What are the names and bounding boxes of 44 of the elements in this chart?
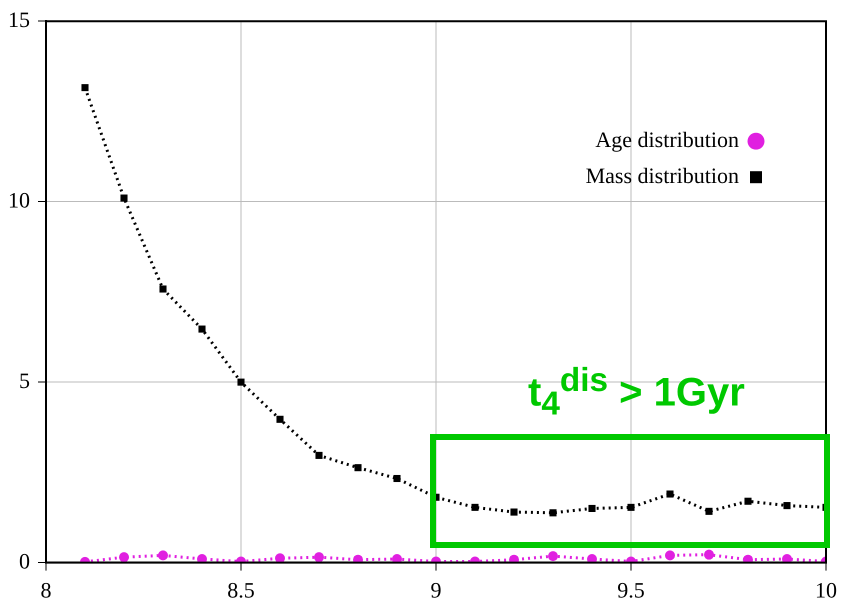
point [471,504,479,511]
x-tick-label: 8.5 [227,578,255,603]
point [81,84,89,92]
point [314,552,324,562]
point [158,550,168,560]
point [510,508,518,516]
point [705,508,713,515]
point [549,509,557,516]
y-tick-label: 0 [19,548,30,574]
point [393,474,401,482]
point [354,464,362,472]
annotation: t$_{4}$$^{dis}$ > 1Gyr [528,362,745,424]
x-tick-label: 8 [40,578,52,603]
point [548,551,558,562]
point [197,554,207,563]
point [783,502,791,510]
point [275,553,285,563]
point [666,490,674,498]
y-tick-label: 15 [8,6,30,32]
y-tick-label: 5 [19,368,30,393]
point [588,504,596,512]
point [159,285,167,293]
x-tick-label: 9 [430,578,442,603]
point [743,554,753,563]
point [276,416,284,423]
point [198,326,206,333]
point [392,554,402,563]
point [782,554,792,563]
legend-label: Age distribution [595,126,739,152]
point [119,552,129,562]
point [704,550,714,560]
point [509,554,519,563]
point [665,550,675,560]
point [237,378,245,386]
x-tick-label: 9.5 [617,578,645,603]
legend-label: Mass distribution [586,162,739,188]
y-tick-label: 10 [8,187,30,212]
point [744,498,752,505]
point [315,452,323,459]
point [627,504,635,511]
point [120,194,128,202]
point [353,554,363,563]
point [587,554,597,563]
x-tick-label: 10 [815,578,837,603]
